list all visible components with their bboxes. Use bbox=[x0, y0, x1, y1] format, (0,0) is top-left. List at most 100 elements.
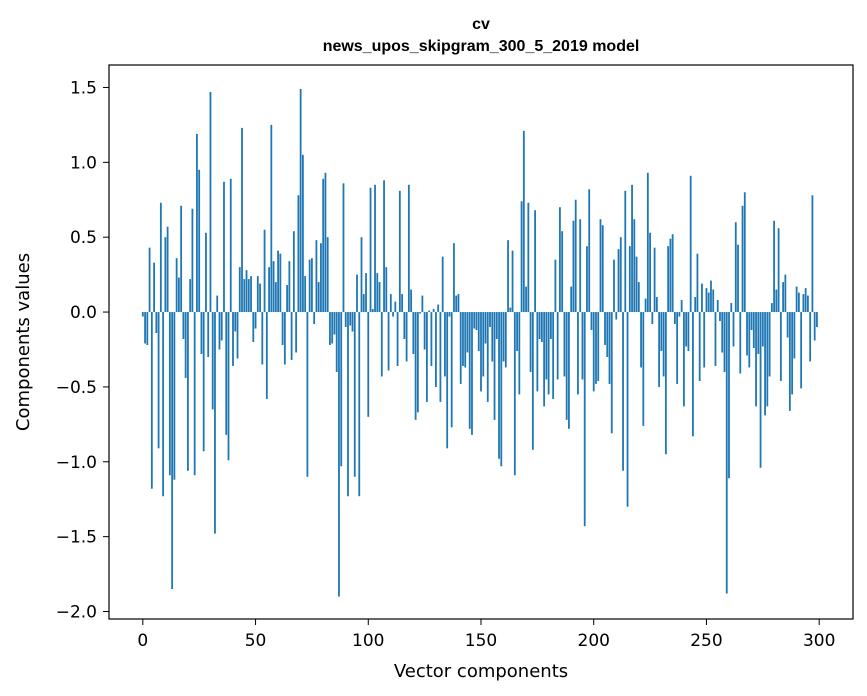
bar-70 bbox=[299, 88, 302, 313]
bar-26 bbox=[200, 312, 203, 354]
bar-291 bbox=[797, 292, 800, 313]
bar-6 bbox=[155, 312, 158, 334]
bar-225 bbox=[649, 232, 651, 313]
bar-267 bbox=[743, 192, 746, 313]
bar-11 bbox=[166, 226, 169, 313]
bar-118 bbox=[407, 184, 410, 313]
bar-245 bbox=[694, 297, 697, 313]
bar-176 bbox=[538, 312, 541, 340]
bar-168 bbox=[520, 201, 523, 313]
x-tick-label-100: 100 bbox=[352, 631, 384, 651]
bar-187 bbox=[563, 312, 566, 377]
bar-276 bbox=[764, 312, 766, 416]
bar-164 bbox=[511, 250, 514, 313]
bar-112 bbox=[394, 301, 397, 313]
bar-100 bbox=[367, 312, 370, 417]
bar-14 bbox=[173, 312, 176, 480]
bar-227 bbox=[653, 247, 656, 313]
bar-252 bbox=[710, 280, 712, 313]
bar-240 bbox=[683, 312, 685, 407]
bar-121 bbox=[414, 312, 417, 420]
bar-120 bbox=[412, 312, 415, 354]
bar-132 bbox=[439, 312, 442, 402]
bar-290 bbox=[795, 286, 798, 313]
bar-31 bbox=[211, 312, 214, 410]
bar-41 bbox=[234, 312, 237, 332]
bar-49 bbox=[252, 312, 255, 342]
bar-251 bbox=[707, 292, 710, 313]
bar-295 bbox=[807, 295, 809, 313]
bar-124 bbox=[421, 295, 424, 313]
bar-134 bbox=[444, 312, 446, 377]
bar-144 bbox=[466, 312, 469, 353]
bar-195 bbox=[581, 312, 584, 380]
bar-159 bbox=[500, 312, 503, 467]
bar-160 bbox=[502, 312, 505, 362]
bar-197 bbox=[586, 246, 588, 313]
bar-2 bbox=[146, 312, 149, 345]
bar-30 bbox=[209, 91, 212, 313]
bar-3 bbox=[148, 247, 151, 313]
bar-154 bbox=[489, 312, 491, 328]
bar-130 bbox=[435, 312, 437, 387]
x-axis-label: Vector components bbox=[394, 661, 568, 682]
bar-133 bbox=[441, 256, 444, 313]
bar-269 bbox=[748, 312, 751, 368]
bar-115 bbox=[401, 294, 403, 313]
bar-102 bbox=[371, 309, 374, 313]
bar-231 bbox=[662, 312, 665, 377]
bar-220 bbox=[637, 282, 640, 313]
bar-136 bbox=[448, 312, 451, 317]
bar-257 bbox=[721, 312, 724, 353]
bar-54 bbox=[263, 229, 266, 313]
bar-83 bbox=[329, 312, 331, 345]
bar-249 bbox=[703, 312, 706, 368]
bar-285 bbox=[784, 274, 787, 313]
bar-262 bbox=[732, 312, 735, 347]
bar-223 bbox=[644, 298, 647, 313]
bar-50 bbox=[254, 312, 257, 329]
bar-232 bbox=[664, 312, 667, 455]
bar-161 bbox=[504, 312, 507, 368]
bar-202 bbox=[597, 312, 600, 381]
bar-97 bbox=[360, 237, 363, 313]
bar-104 bbox=[376, 273, 379, 313]
bar-226 bbox=[651, 312, 654, 325]
bar-242 bbox=[687, 312, 690, 351]
chart-subtitle: news_upos_skipgram_300_5_2019 model bbox=[323, 38, 640, 55]
bar-211 bbox=[617, 249, 620, 313]
bar-105 bbox=[378, 282, 381, 313]
bar-93 bbox=[351, 312, 354, 332]
bar-238 bbox=[678, 312, 681, 317]
bar-247 bbox=[698, 312, 701, 381]
bar-289 bbox=[793, 312, 796, 359]
bar-25 bbox=[198, 169, 201, 313]
bar-95 bbox=[356, 274, 358, 313]
bar-9 bbox=[162, 312, 165, 497]
bar-178 bbox=[543, 312, 546, 407]
bar-179 bbox=[545, 312, 548, 380]
bar-106 bbox=[380, 312, 383, 377]
bar-184 bbox=[556, 312, 559, 380]
bar-298 bbox=[813, 312, 816, 341]
bar-155 bbox=[491, 312, 494, 362]
bar-283 bbox=[779, 312, 782, 381]
bar-34 bbox=[218, 312, 221, 350]
bar-75 bbox=[311, 258, 313, 313]
bar-163 bbox=[509, 307, 512, 313]
bar-22 bbox=[191, 208, 194, 313]
bar-273 bbox=[757, 312, 760, 354]
bar-96 bbox=[358, 312, 361, 497]
bar-271 bbox=[752, 312, 755, 348]
bar-279 bbox=[770, 303, 773, 313]
bar-194 bbox=[579, 219, 582, 313]
bar-123 bbox=[419, 312, 422, 314]
bar-191 bbox=[572, 220, 575, 313]
x-tick-label-300: 300 bbox=[803, 631, 835, 651]
bar-82 bbox=[326, 237, 329, 313]
bar-165 bbox=[513, 312, 516, 476]
bar-167 bbox=[518, 312, 521, 395]
bar-268 bbox=[746, 312, 748, 356]
bar-186 bbox=[561, 231, 564, 313]
